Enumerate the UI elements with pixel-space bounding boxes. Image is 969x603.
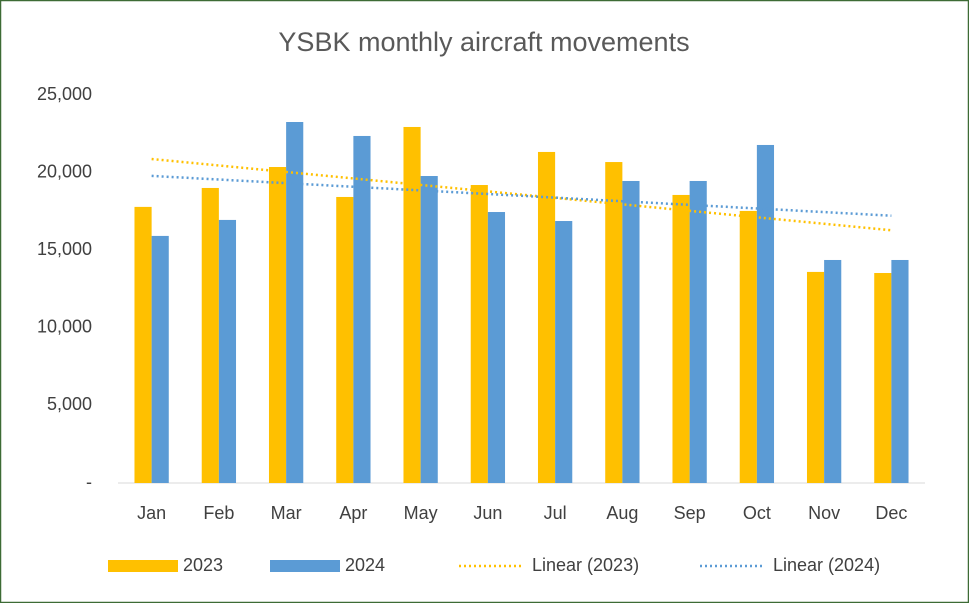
x-tick-label: Sep xyxy=(674,503,706,523)
chart-title: YSBK monthly aircraft movements xyxy=(278,27,689,57)
y-tick-label: 10,000 xyxy=(37,317,92,337)
bar xyxy=(605,162,623,484)
bar xyxy=(420,176,438,483)
bar xyxy=(268,167,287,483)
bar xyxy=(218,219,237,483)
x-tick-label: Oct xyxy=(743,503,771,523)
bar xyxy=(470,185,488,484)
bar xyxy=(806,271,825,483)
bar xyxy=(891,259,909,483)
bar xyxy=(622,180,640,483)
legend-swatch xyxy=(108,560,178,572)
bar xyxy=(689,180,707,483)
bar xyxy=(403,126,421,484)
y-tick-label: 25,000 xyxy=(37,84,92,104)
bar xyxy=(286,122,304,484)
bar xyxy=(336,196,354,483)
y-tick-label: - xyxy=(86,472,92,492)
bar xyxy=(353,135,371,484)
bar xyxy=(134,206,152,483)
bar xyxy=(487,212,506,483)
x-tick-label: May xyxy=(404,503,438,523)
bar xyxy=(824,259,842,483)
x-tick-label: Mar xyxy=(271,503,302,523)
y-tick-label: 5,000 xyxy=(47,394,92,414)
legend-swatch xyxy=(270,560,340,572)
x-tick-label: Nov xyxy=(808,503,840,523)
y-tick-label: 20,000 xyxy=(37,161,92,181)
legend-label: Linear (2024) xyxy=(773,555,880,575)
bar xyxy=(555,221,573,483)
bar xyxy=(739,210,757,484)
x-tick-label: Jan xyxy=(137,503,166,523)
bar xyxy=(672,194,690,484)
bar xyxy=(537,151,556,483)
x-tick-label: Feb xyxy=(203,503,234,523)
bar xyxy=(151,235,169,483)
trendline xyxy=(151,174,892,217)
legend-label: 2024 xyxy=(345,555,385,575)
y-tick-label: 15,000 xyxy=(37,239,92,259)
x-tick-label: Aug xyxy=(606,503,638,523)
x-tick-label: Jun xyxy=(473,503,502,523)
x-tick-label: Dec xyxy=(875,503,907,523)
bar xyxy=(201,187,219,484)
x-tick-label: Apr xyxy=(339,503,367,523)
bar xyxy=(874,273,892,483)
legend-label: 2023 xyxy=(183,555,223,575)
legend-label: Linear (2023) xyxy=(532,555,639,575)
bar xyxy=(756,144,775,483)
x-tick-label: Jul xyxy=(544,503,567,523)
